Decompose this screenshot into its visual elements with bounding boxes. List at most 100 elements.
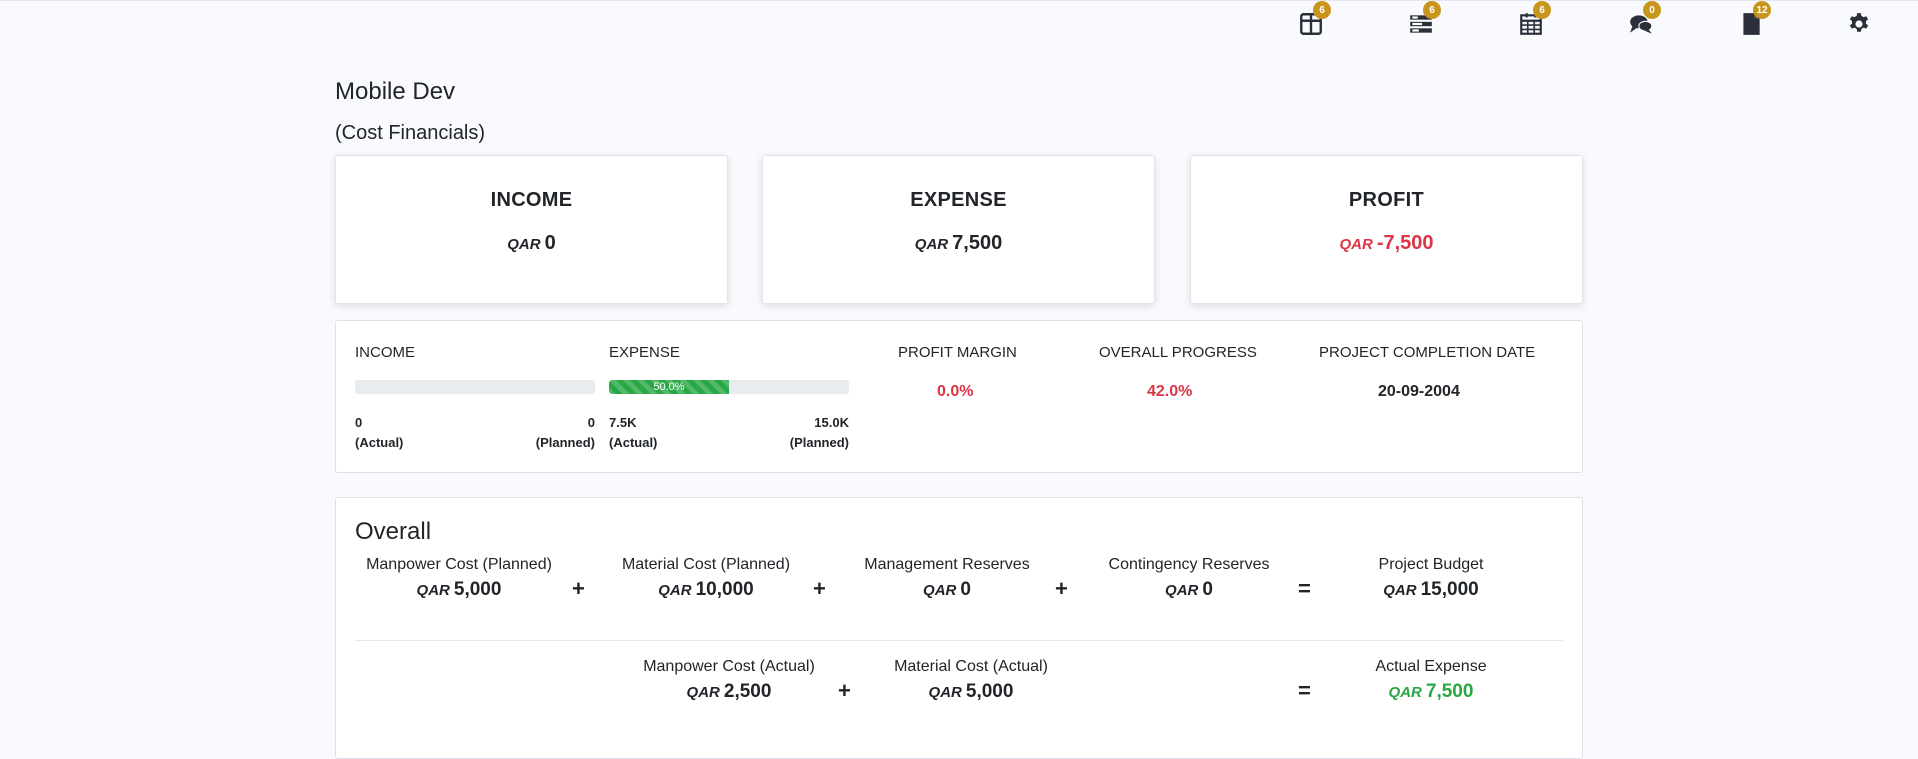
tasks-badge: 6 [1423, 1, 1441, 19]
currency-label: QAR [1165, 582, 1199, 599]
actual-expense-amount: 7,500 [1425, 681, 1474, 702]
book-icon[interactable]: 6 [1295, 1, 1331, 41]
income-actual-value: 0 [355, 415, 363, 430]
material-actual: Material Cost (Actual) QAR 5,000 [851, 658, 1091, 703]
page-subtitle: (Cost Financials) [335, 122, 486, 144]
equals-operator: = [1298, 678, 1311, 703]
currency-label: QAR [507, 236, 541, 253]
contingency-reserves-label: Contingency Reserves [1108, 556, 1270, 573]
expense-actual-value: 7.5K [609, 415, 637, 430]
manpower-actual: Manpower Cost (Actual) QAR 2,500 [609, 658, 849, 703]
income-actual-label: (Actual) [355, 435, 404, 450]
management-reserves-value: QAR 0 [827, 579, 1067, 601]
profit-card: PROFIT QAR -7,500 [1190, 155, 1583, 304]
income-card: INCOME QAR 0 [335, 155, 728, 304]
income-amount: 0 [544, 232, 556, 254]
material-planned-amount: 10,000 [695, 579, 754, 600]
material-planned: Material Cost (Planned) QAR 10,000 [586, 556, 826, 601]
management-reserves-amount: 0 [960, 579, 971, 600]
overall-title: Overall [355, 518, 432, 545]
currency-label: QAR [1383, 582, 1417, 599]
currency-label: QAR [1339, 236, 1373, 253]
plus-operator: + [572, 576, 585, 601]
expense-card: EXPENSE QAR 7,500 [762, 155, 1155, 304]
actual-expense-label: Actual Expense [1375, 658, 1487, 675]
currency-label: QAR [1388, 684, 1422, 701]
material-actual-amount: 5,000 [965, 681, 1014, 702]
comments-badge: 0 [1643, 1, 1661, 19]
summary-panel: INCOME 0 (Actual) 0 (Planned) EXPENSE 50… [335, 320, 1583, 473]
expense-planned-value: 15.0K [814, 415, 849, 430]
income-card-title: INCOME [490, 189, 573, 211]
project-budget: Project Budget QAR 15,000 [1311, 556, 1551, 601]
currency-label: QAR [658, 582, 692, 599]
management-reserves: Management Reserves QAR 0 [827, 556, 1067, 601]
material-actual-value: QAR 5,000 [851, 681, 1091, 703]
document-badge: 12 [1753, 1, 1771, 19]
income-card-value: QAR 0 [336, 232, 727, 255]
row-divider [355, 640, 1563, 641]
plus-operator: + [813, 576, 826, 601]
expense-card-title: EXPENSE [910, 189, 1007, 211]
contingency-reserves-amount: 0 [1202, 579, 1213, 600]
completion-date-label: PROJECT COMPLETION DATE [1319, 344, 1536, 361]
comments-icon-graphic [1630, 15, 1653, 34]
material-planned-value: QAR 10,000 [586, 579, 826, 601]
overall-panel: Overall Manpower Cost (Planned) QAR 5,000… [335, 497, 1583, 759]
top-toolbar: 6 6 6 0 12 [0, 0, 1918, 49]
project-budget-label: Project Budget [1378, 556, 1484, 573]
book-icon-graphic [1300, 13, 1322, 35]
expense-amount: 7,500 [952, 232, 1003, 254]
profit-card-title: PROFIT [1348, 189, 1425, 211]
plus-operator: + [1055, 576, 1068, 601]
actual-expense-value: QAR 7,500 [1311, 681, 1551, 703]
manpower-planned: Manpower Cost (Planned) QAR 5,000 [339, 556, 579, 601]
currency-label: QAR [928, 684, 962, 701]
management-reserves-label: Management Reserves [864, 556, 1030, 573]
document-icon[interactable]: 12 [1735, 1, 1771, 41]
plus-operator: + [838, 678, 851, 703]
calendar-icon[interactable]: 6 [1515, 1, 1551, 41]
currency-label: QAR [686, 684, 720, 701]
income-planned-value: 0 [587, 415, 595, 430]
expense-card-value: QAR 7,500 [763, 232, 1154, 255]
calendar-badge: 6 [1533, 1, 1551, 19]
currency-label: QAR [914, 236, 949, 253]
manpower-actual-value: QAR 2,500 [609, 681, 849, 703]
expense-summary-label: EXPENSE [609, 344, 680, 361]
page-title: Mobile Dev [335, 78, 456, 105]
manpower-actual-amount: 2,500 [723, 681, 772, 702]
material-planned-label: Material Cost (Planned) [621, 556, 791, 573]
actual-expense: Actual Expense QAR 7,500 [1311, 658, 1551, 703]
expense-actual-label: (Actual) [609, 435, 658, 450]
expense-progress-bar: 50.0% [609, 380, 849, 394]
project-budget-value: QAR 15,000 [1311, 579, 1551, 601]
comments-icon[interactable]: 0 [1625, 1, 1661, 41]
income-planned-label: (Planned) [535, 435, 595, 450]
completion-date-value: 20-09-2004 [1378, 383, 1460, 400]
profit-amount: -7,500 [1376, 232, 1434, 254]
income-progress-bar [355, 380, 595, 394]
expense-planned-label: (Planned) [789, 435, 849, 450]
profit-card-value: QAR -7,500 [1191, 232, 1582, 255]
manpower-planned-value: QAR 5,000 [339, 579, 579, 601]
profit-margin-value: 0.0% [937, 383, 974, 400]
tasks-icon[interactable]: 6 [1405, 1, 1441, 41]
manpower-planned-amount: 5,000 [453, 579, 502, 600]
manpower-planned-label: Manpower Cost (Planned) [366, 556, 552, 573]
overall-progress-value: 42.0% [1147, 383, 1193, 400]
contingency-reserves: Contingency Reserves QAR 0 [1069, 556, 1309, 601]
book-badge: 6 [1313, 1, 1331, 19]
manpower-actual-label: Manpower Cost (Actual) [643, 658, 815, 675]
currency-label: QAR [416, 582, 450, 599]
expense-progress-fill: 50.0% [609, 380, 729, 394]
currency-label: QAR [923, 582, 957, 599]
gear-icon[interactable] [1843, 7, 1875, 41]
project-budget-amount: 15,000 [1420, 579, 1479, 600]
profit-margin-label: PROFIT MARGIN [898, 344, 1017, 361]
tasks-icon-graphic [1410, 15, 1432, 33]
contingency-reserves-value: QAR 0 [1069, 579, 1309, 601]
overall-progress-label: OVERALL PROGRESS [1099, 344, 1257, 361]
income-summary-label: INCOME [355, 344, 415, 361]
material-actual-label: Material Cost (Actual) [894, 658, 1048, 675]
